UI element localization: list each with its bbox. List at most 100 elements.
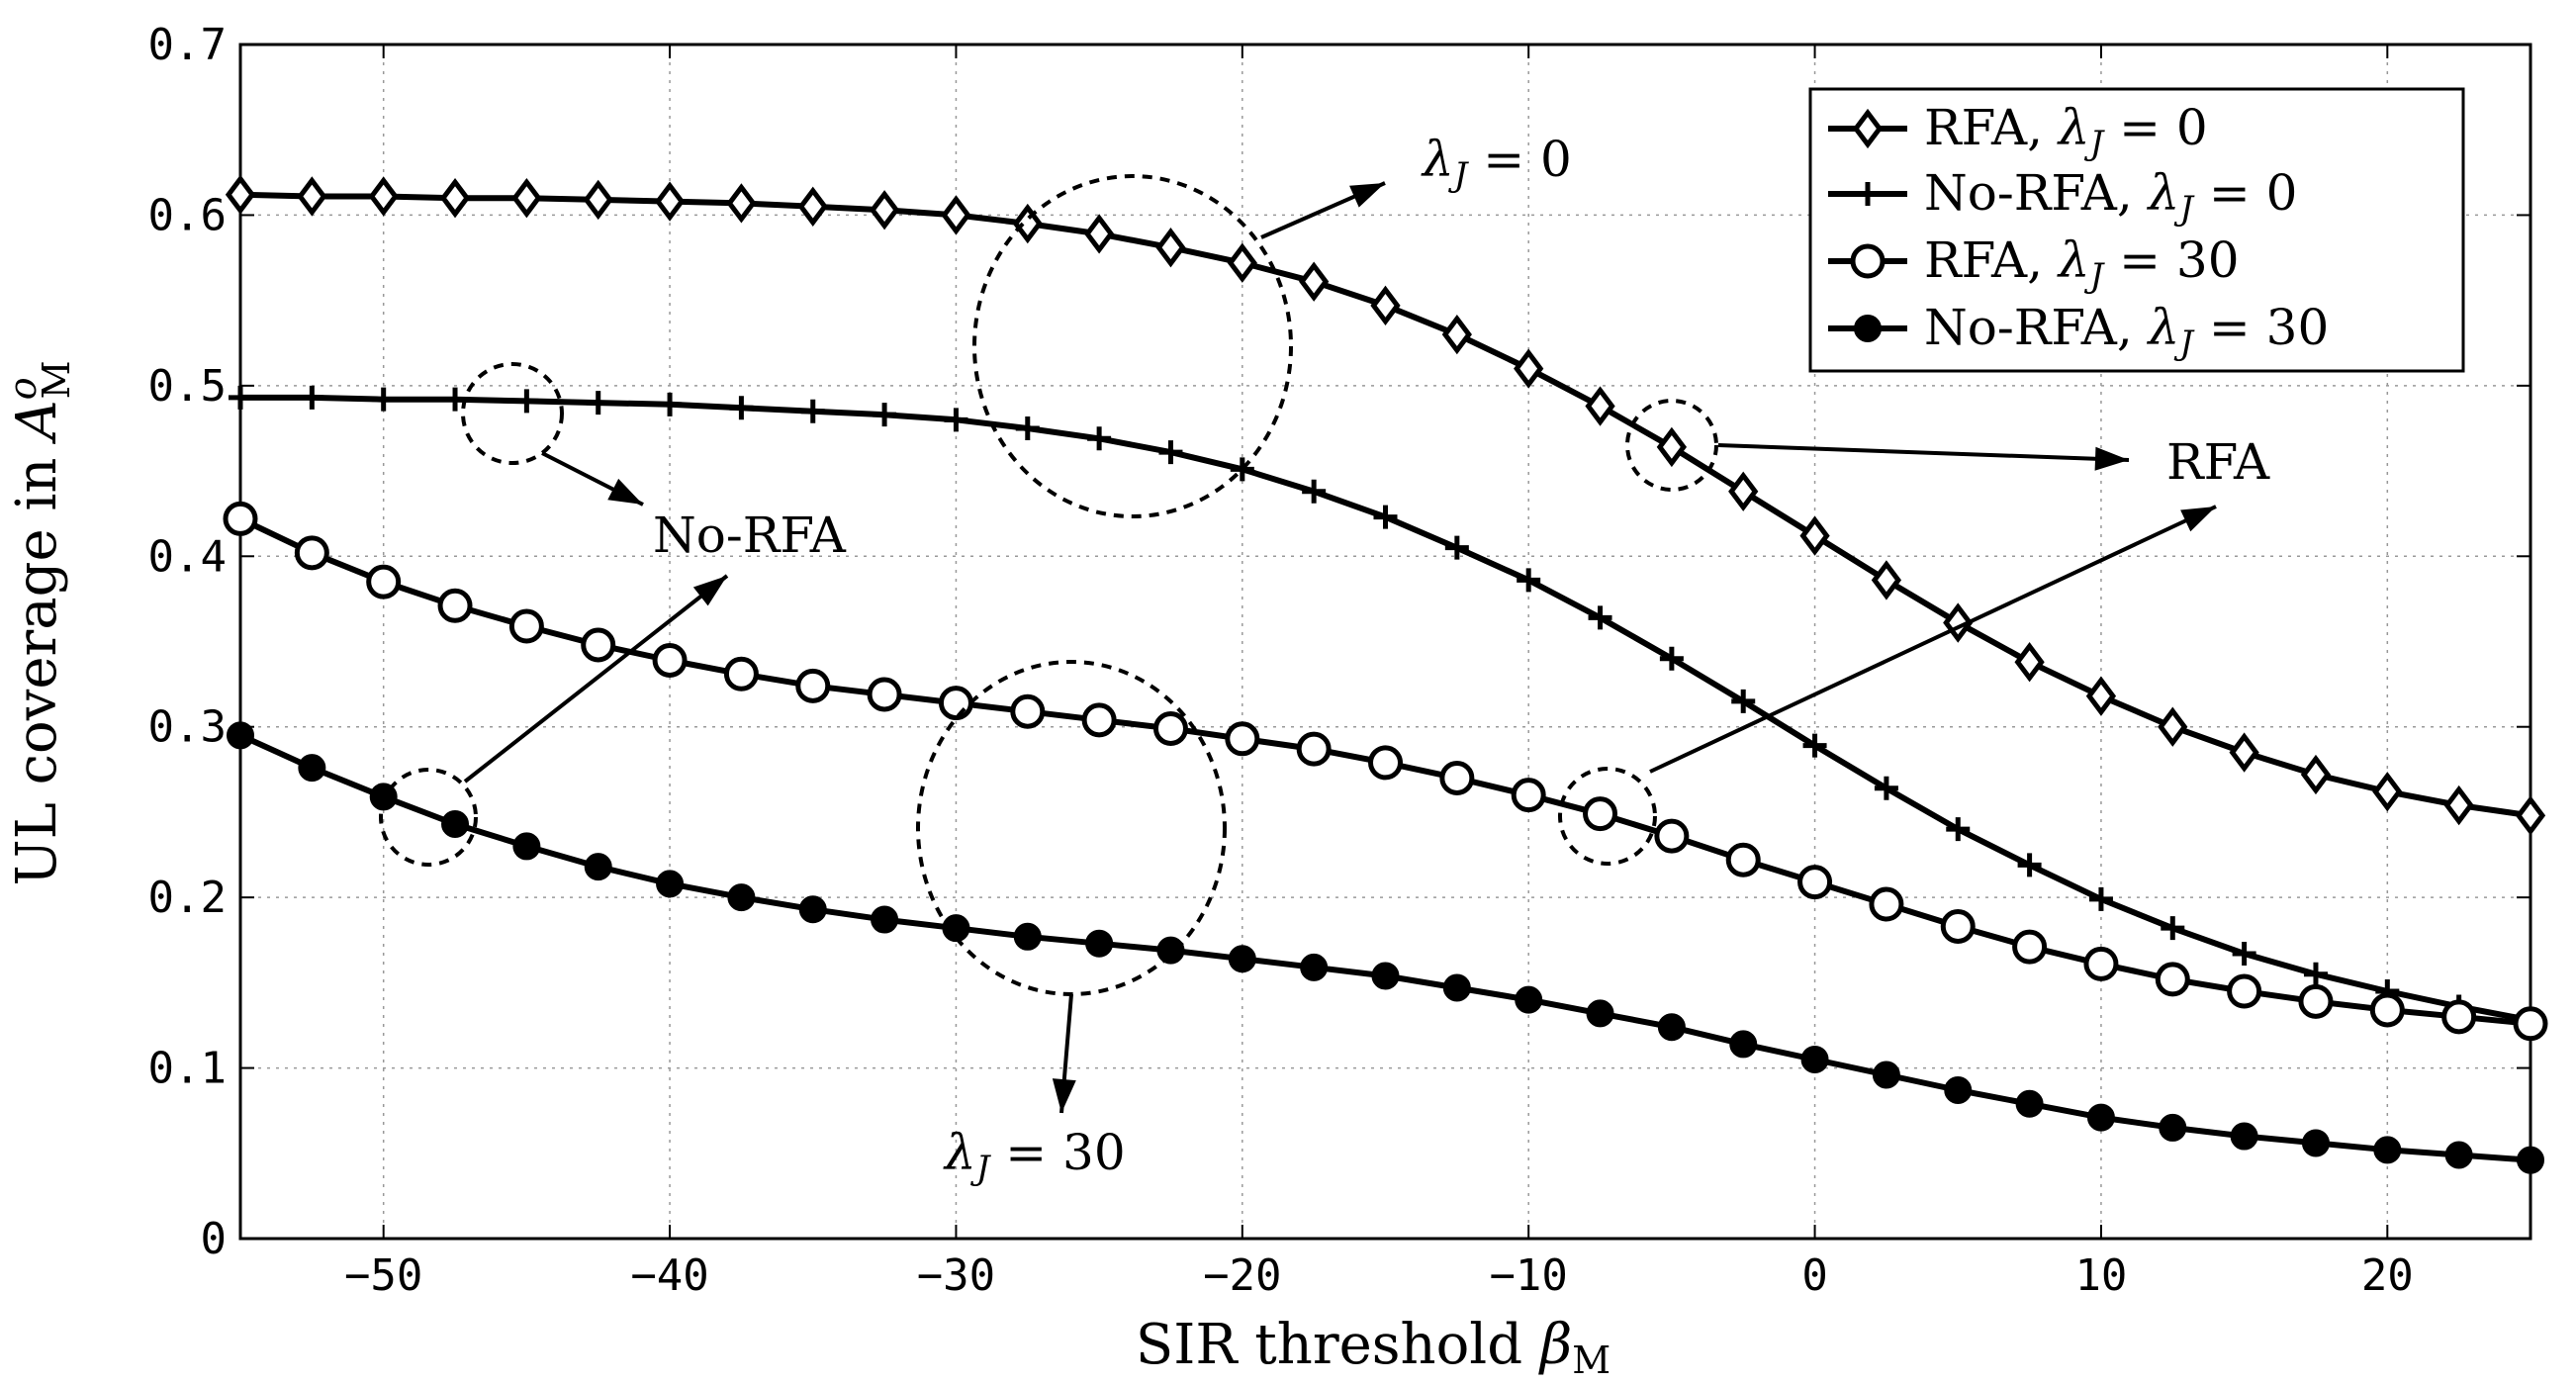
data-point-rfa-lambda0 [654, 181, 686, 222]
data-point-rfa-lambda0 [1728, 471, 1759, 511]
data-point-norfa-lambda0 [586, 391, 610, 416]
x-tick-label: 20 [2361, 1250, 2414, 1301]
data-point-rfa-lambda30 [1511, 778, 1546, 813]
data-point-norfa-lambda0 [1015, 416, 1040, 440]
data-point-norfa-lambda0 [229, 385, 252, 410]
data-point-norfa-lambda30 [1657, 1013, 1686, 1042]
data-point-rfa-lambda30 [1725, 842, 1761, 877]
legend-entry-norfa-30: No-RFA, λJ = 30 [1924, 299, 2329, 363]
data-point-norfa-lambda30 [1442, 973, 1471, 1002]
data-point-norfa-lambda0 [1874, 776, 1898, 800]
legend-marker-rfa-lambda30 [1850, 243, 1886, 279]
data-point-norfa-lambda30 [798, 895, 827, 924]
annotation-arrow-rfa-top-shaft [1717, 443, 2130, 462]
data-point-rfa-lambda0 [1370, 285, 1401, 325]
data-point-rfa-lambda30 [294, 535, 329, 571]
data-point-rfa-lambda0 [2300, 754, 2332, 795]
data-point-rfa-lambda0 [297, 176, 327, 217]
legend-marker-rfa-lambda0 [1852, 108, 1884, 149]
data-point-rfa-lambda30 [1225, 721, 1260, 757]
y-tick-label: 0.3 [148, 702, 227, 753]
data-point-rfa-lambda0 [1441, 314, 1472, 355]
annotation-lambda-0: λJ = 0 [1421, 131, 1572, 195]
data-point-norfa-lambda0 [658, 392, 683, 416]
data-point-norfa-lambda0 [873, 403, 897, 427]
x-tick-label: −50 [344, 1250, 422, 1301]
data-point-norfa-lambda30 [512, 832, 541, 861]
y-tick-label: 0.7 [148, 20, 227, 70]
data-point-rfa-lambda30 [1940, 908, 1976, 944]
data-point-rfa-lambda30 [1869, 886, 1904, 922]
data-point-rfa-lambda0 [869, 190, 900, 231]
data-point-norfa-lambda30 [1944, 1075, 1973, 1104]
x-tick-label: −40 [630, 1250, 708, 1301]
annotation-ellipse-lambda0 [972, 174, 1293, 518]
data-point-norfa-lambda30 [2159, 1113, 2187, 1142]
data-point-rfa-lambda30 [2083, 946, 2119, 981]
annotation-arrow-norfa-bottom [463, 574, 729, 784]
data-point-norfa-lambda30 [1800, 1045, 1829, 1073]
data-point-norfa-lambda30 [727, 883, 756, 912]
data-point-rfa-lambda30 [223, 501, 258, 536]
y-tick-label: 0.6 [148, 190, 227, 240]
x-tick-label: 10 [2074, 1250, 2127, 1301]
x-axis-label: SIR threshold βM [1136, 1313, 1610, 1382]
data-point-norfa-lambda30 [1729, 1030, 1758, 1059]
legend-entry-rfa-30: RFA, λJ = 30 [1924, 231, 2240, 296]
data-point-rfa-lambda30 [1368, 745, 1403, 781]
data-point-norfa-lambda0 [2303, 962, 2328, 986]
y-tick-label: 0 [201, 1214, 228, 1264]
data-point-rfa-lambda0 [225, 174, 256, 215]
annotation-arrow-rfa-top-head [2094, 446, 2129, 471]
data-point-rfa-lambda0 [439, 178, 471, 219]
data-point-rfa-lambda0 [1871, 560, 1902, 600]
data-point-rfa-lambda30 [1583, 796, 1618, 832]
data-point-rfa-lambda30 [1654, 818, 1690, 854]
data-point-norfa-lambda0 [1517, 568, 1541, 593]
annotation-arrow-lambda0 [1260, 181, 1386, 239]
data-point-rfa-lambda0 [1799, 515, 1830, 556]
data-point-rfa-lambda0 [2515, 795, 2546, 836]
annotation-arrow-rfa-top [1717, 443, 2130, 471]
legend-entry-rfa-0: RFA, λJ = 0 [1924, 99, 2208, 163]
data-point-norfa-lambda0 [300, 385, 324, 410]
data-point-rfa-lambda0 [583, 179, 613, 221]
legend-marker-norfa-lambda0 [1856, 182, 1880, 206]
data-point-norfa-lambda30 [1300, 953, 1329, 981]
data-point-rfa-lambda0 [1155, 228, 1186, 268]
data-point-norfa-lambda30 [1156, 936, 1185, 965]
series [223, 174, 2548, 1174]
data-point-rfa-lambda0 [2229, 732, 2259, 773]
data-point-rfa-lambda30 [1296, 731, 1332, 767]
y-tick-label: 0.4 [148, 531, 227, 582]
data-point-rfa-lambda0 [1084, 214, 1115, 254]
series-rfa-lambda30 [223, 501, 2548, 1042]
data-point-norfa-lambda30 [2230, 1122, 2258, 1151]
plot-frame [238, 43, 2532, 1241]
data-point-rfa-lambda0 [1299, 261, 1330, 302]
data-point-rfa-lambda0 [2014, 642, 2045, 683]
data-point-rfa-lambda30 [437, 588, 473, 623]
data-point-norfa-lambda30 [2015, 1089, 2044, 1118]
annotation-arrow-norfa-top-head [607, 478, 643, 505]
data-point-norfa-lambda30 [871, 905, 899, 934]
data-point-rfa-lambda0 [1227, 242, 1257, 283]
data-point-norfa-lambda30 [1013, 922, 1042, 951]
series-line-norfa-lambda30 [238, 732, 2531, 1163]
x-tick-label: −20 [1203, 1250, 1281, 1301]
data-point-norfa-lambda0 [800, 399, 825, 423]
data-point-rfa-lambda0 [1656, 426, 1687, 468]
data-point-norfa-lambda0 [1444, 535, 1469, 560]
data-point-norfa-lambda0 [1731, 689, 1756, 713]
data-point-rfa-lambda30 [366, 564, 402, 600]
data-point-rfa-lambda30 [2298, 983, 2334, 1019]
data-point-rfa-lambda30 [508, 608, 544, 644]
data-point-rfa-lambda0 [797, 186, 828, 227]
legend-box [1808, 87, 2465, 373]
data-point-norfa-lambda30 [2301, 1129, 2330, 1157]
annotation-arrow-norfa-bottom-head [692, 576, 727, 606]
data-point-rfa-lambda30 [2369, 992, 2405, 1028]
data-point-norfa-lambda0 [2017, 853, 2042, 877]
data-point-norfa-lambda30 [298, 754, 326, 783]
series-norfa-lambda30 [227, 721, 2544, 1174]
